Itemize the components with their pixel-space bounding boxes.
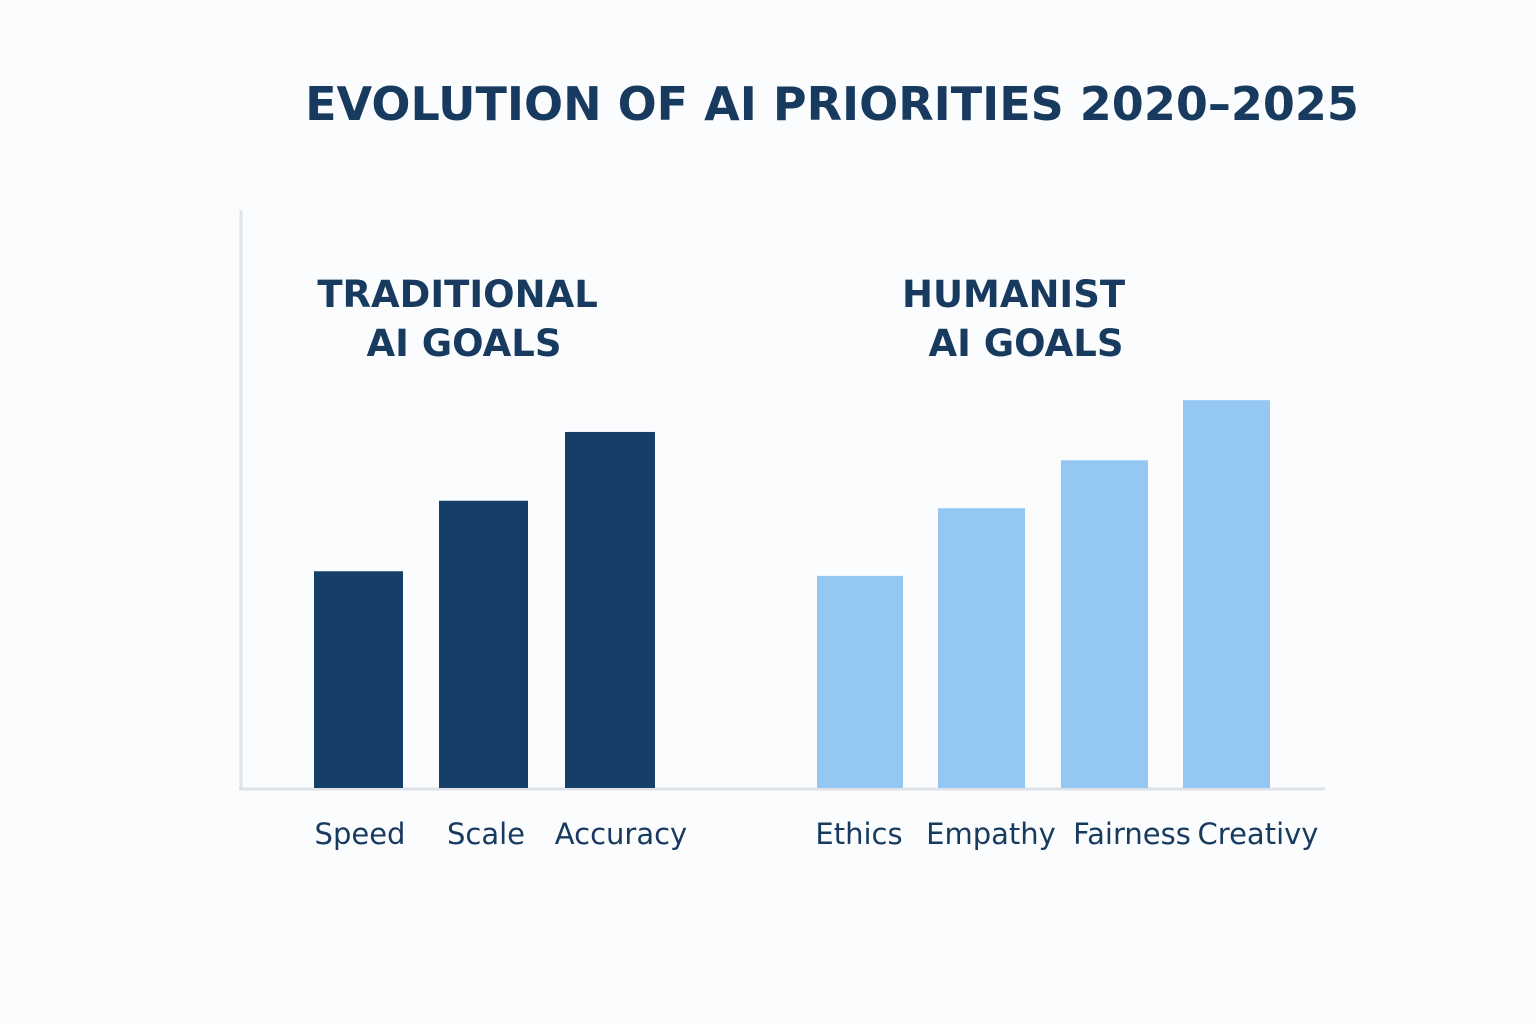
x-tick-label: Creativy	[1198, 817, 1319, 851]
x-tick-label: Speed	[315, 817, 406, 851]
bar-ethics	[817, 575, 903, 788]
group-label-traditional: TRADITIONAL AI GOALS	[317, 273, 610, 365]
bar-creativy	[1183, 400, 1270, 788]
x-tick-label: Fairness	[1073, 817, 1191, 851]
x-tick-label: Ethics	[815, 817, 902, 851]
x-tick-label: Empathy	[926, 817, 1056, 851]
bar-accuracy	[565, 431, 655, 788]
group-label-humanist: HUMANIST AI GOALS	[902, 273, 1138, 365]
bar-fairness	[1061, 460, 1148, 788]
bar-scale	[439, 500, 528, 788]
chart-title: EVOLUTION OF AI PRIORITIES 2020–2025	[305, 77, 1359, 131]
x-tick-label: Accuracy	[555, 817, 687, 851]
x-tick-label: Scale	[447, 817, 525, 851]
bar-speed	[314, 571, 403, 788]
bar-empathy	[938, 508, 1025, 788]
